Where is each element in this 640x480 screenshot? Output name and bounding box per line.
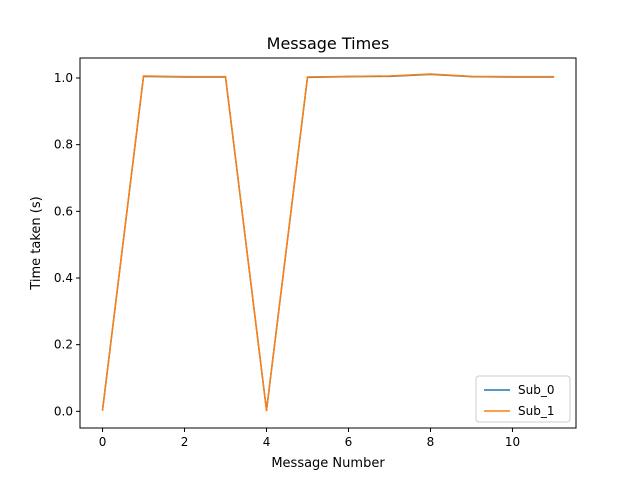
x-tick-label: 0: [99, 435, 107, 449]
series-layer: [101, 73, 555, 412]
data-point-sub-1: [511, 75, 514, 78]
x-tick-label: 10: [505, 435, 520, 449]
legend-label: Sub_0: [518, 383, 554, 397]
y-tick-label: 0.4: [54, 271, 73, 285]
y-axis-ticks: 0.0 0.2 0.4 0.6 0.8 1.0: [54, 71, 80, 418]
data-point-sub-1: [347, 75, 350, 78]
y-tick-label: 0.0: [54, 404, 73, 418]
data-point-sub-1: [470, 75, 473, 78]
legend: Sub_0 Sub_1: [475, 375, 571, 423]
data-point-sub-1: [265, 409, 268, 412]
axes-frame: [79, 57, 577, 429]
data-point-sub-1: [183, 75, 186, 78]
data-point-sub-1: [224, 75, 227, 78]
data-point-sub-1: [388, 75, 391, 77]
plot-area: [79, 57, 577, 429]
data-point-sub-1: [552, 75, 555, 78]
x-axis-ticks: 0 2 4 6 8 10: [99, 428, 520, 449]
data-point-sub-1: [142, 75, 145, 77]
y-tick-label: 0.2: [54, 338, 73, 352]
x-tick-label: 6: [345, 435, 353, 449]
x-tick-label: 8: [427, 435, 435, 449]
series-line-sub-1: [101, 73, 554, 412]
chart-title: Message Times: [267, 34, 390, 53]
x-tick-label: 2: [181, 435, 189, 449]
x-axis-label: Message Number: [271, 456, 385, 471]
legend-label: Sub_1: [518, 404, 554, 418]
data-point-sub-1: [306, 76, 309, 78]
y-tick-label: 0.8: [54, 138, 73, 152]
x-tick-label: 4: [263, 435, 271, 449]
data-point-sub-1: [429, 73, 432, 75]
y-tick-label: 0.6: [54, 204, 73, 218]
y-axis-label: Time taken (s): [29, 196, 44, 290]
data-point-sub-1: [101, 409, 104, 411]
y-tick-label: 1.0: [54, 71, 73, 85]
